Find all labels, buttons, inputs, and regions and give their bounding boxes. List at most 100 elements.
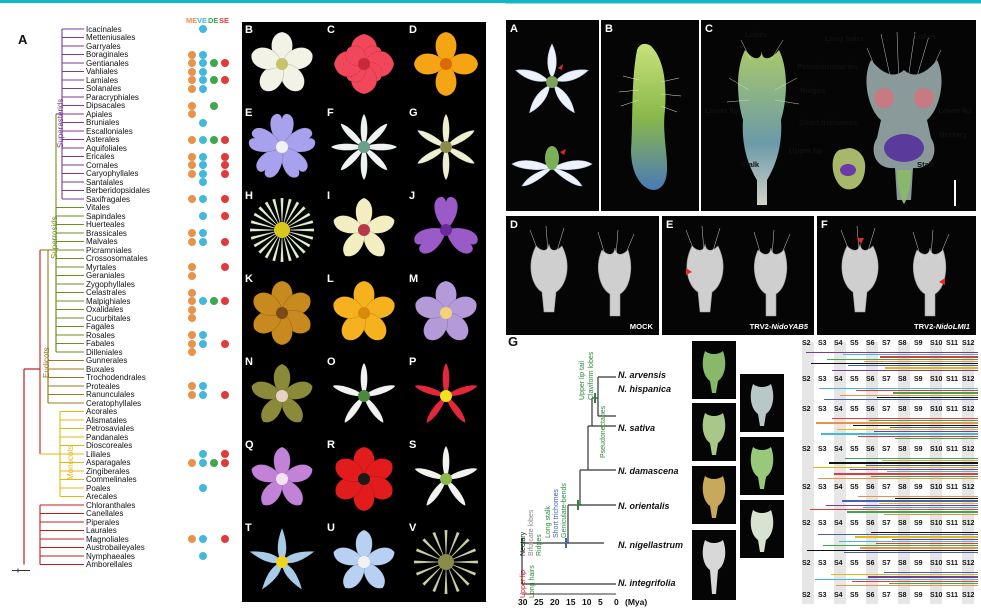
top-accent-bar	[0, 0, 981, 3]
axis-tick-label: 30	[518, 597, 528, 607]
stage-header-row: S2 S3 S4 S5 S6 S7 S8 S9 S10 S11 S12	[802, 446, 978, 456]
trait-dot-me	[188, 169, 196, 178]
species-label: N. arvensis	[618, 370, 667, 380]
panel-letter-re: E	[666, 219, 674, 231]
trait-dot-se	[221, 390, 229, 399]
stage-label: S9	[914, 446, 923, 453]
trait-dot-me	[188, 50, 196, 59]
taxon-label: Pandanales	[86, 432, 129, 442]
flower-photo-r: R	[324, 437, 404, 518]
trait-dot-se	[221, 152, 229, 161]
species-label: N. damascena	[618, 466, 679, 476]
annotation-upper-lip: Upper lip	[789, 146, 822, 155]
stage-label: S3	[818, 520, 827, 527]
trait-dot-ve	[199, 135, 207, 144]
stage-label: S2	[802, 520, 811, 527]
stage-label: S3	[818, 592, 827, 599]
taxon-label: Amborellales	[86, 560, 133, 569]
gene-expression-line	[847, 511, 978, 513]
stage-header-row: S2 S3 S4 S5 S6 S7 S8 S9 S10 S11 S12	[802, 340, 978, 350]
flower-illustration	[413, 529, 479, 595]
taxon-label: Bruniales	[86, 118, 120, 127]
gene-expression-line	[850, 469, 978, 471]
stage-label: S9	[914, 520, 923, 527]
panel-letter-rc: C	[705, 23, 713, 35]
stage-label: S2	[802, 376, 811, 383]
flower-letter: N	[245, 356, 253, 368]
trait-label: Upper lip	[520, 569, 527, 598]
flower-letter: S	[409, 439, 417, 451]
phylogeny-tree	[12, 28, 84, 573]
gene-expression-line	[819, 388, 978, 390]
panel-lmi1-treatment: F TRV2-NidoLMI1	[817, 216, 976, 335]
flower-photo-k: K	[242, 271, 322, 352]
gene-expression-line	[836, 585, 978, 587]
axis-tick-label: 5	[598, 597, 603, 607]
flower-illustration	[415, 280, 477, 341]
panel-yab5-treatment: E TRV2-NidoYAB5	[662, 216, 814, 335]
stage-label: S2	[802, 560, 811, 567]
trait-dot-de	[210, 297, 218, 305]
flower-photo-l: L	[324, 271, 404, 352]
treatment-lmi1-label: TRV2-NidoLMI1	[914, 322, 970, 331]
taxon-label: Ranunculales	[86, 390, 135, 399]
stage-header-row: S2 S3 S4 S5 S6 S7 S8 S9 S10 S11 S12	[802, 560, 978, 570]
taxon-label: Caryophyllales	[86, 169, 139, 178]
stage-label: S3	[818, 376, 827, 383]
gene-expression-line	[826, 504, 978, 506]
stage-label: S7	[882, 340, 891, 347]
stage-label: S4	[834, 406, 843, 413]
flower-illustration	[251, 363, 313, 423]
taxon-label: Ceratophyllales	[86, 398, 142, 408]
taxon-label: Arecales	[86, 492, 118, 501]
gene-expression-line	[877, 396, 978, 398]
flower-illustration	[249, 197, 315, 263]
gene-expression-line	[885, 367, 978, 369]
stage-label: S12	[962, 560, 975, 567]
taxon-label: Asparagales	[86, 458, 131, 467]
gene-expression-line	[893, 392, 978, 394]
petal-thumbnail	[740, 374, 784, 432]
trait-dot-ve	[199, 178, 207, 186]
taxon-label: Berberidopsidales	[86, 186, 151, 195]
trait-dot-se	[221, 458, 229, 467]
stage-label: S5	[850, 340, 859, 347]
flower-photo-i: I	[324, 188, 404, 269]
flower-illustration	[335, 446, 393, 512]
taxon-label: Metteniusales	[86, 33, 136, 42]
stage-header-row: S2 S3 S4 S5 S6 S7 S8 S9 S10 S11 S12	[802, 376, 978, 386]
trait-dot-me	[188, 135, 196, 144]
trait-dot-se	[221, 263, 229, 271]
taxon-label: Geraniales	[86, 271, 125, 280]
treatment-yab5-label: TRV2-NidoYAB5	[749, 322, 808, 331]
stage-label: S6	[866, 520, 875, 527]
trait-dot-me	[188, 339, 196, 348]
taxon-label: Aquifoliales	[86, 143, 127, 153]
trait-dot-ve	[199, 390, 207, 399]
taxon-label: Dilleniales	[86, 347, 123, 357]
stage-label: S3	[818, 446, 827, 453]
flower-letter: G	[409, 107, 418, 119]
taxon-label: Acorales	[86, 407, 118, 416]
flower-photo-j: J	[406, 188, 486, 269]
trait-dot-me	[188, 101, 196, 110]
flower-illustration	[414, 445, 478, 507]
trait-label: Long stalk	[545, 506, 552, 538]
taxon-label: Dioscoreales	[86, 441, 133, 450]
stage-label: S10	[930, 406, 943, 413]
flower-photo-e: E	[242, 105, 322, 186]
flower-photo-grid: B C D E F G H I J K L M N O P Q R S T U V	[242, 22, 486, 602]
stage-label: S3	[818, 560, 827, 567]
stage-label: S5	[850, 592, 859, 599]
axis-tick-label: 25	[534, 597, 544, 607]
annotation-long-hairs: Long hairs	[825, 34, 864, 43]
trait-label: Long hairs	[529, 565, 536, 598]
taxon-label: Sapindales	[86, 211, 126, 221]
clade-label: Superrosids	[50, 215, 59, 259]
stage-label: S8	[898, 484, 907, 491]
trait-dot-ve	[199, 76, 207, 84]
trait-dot-ve	[199, 237, 207, 246]
stage-label: S12	[962, 376, 975, 383]
taxon-label: Malvales	[86, 237, 118, 246]
taxon-label: Magnoliales	[86, 534, 129, 544]
